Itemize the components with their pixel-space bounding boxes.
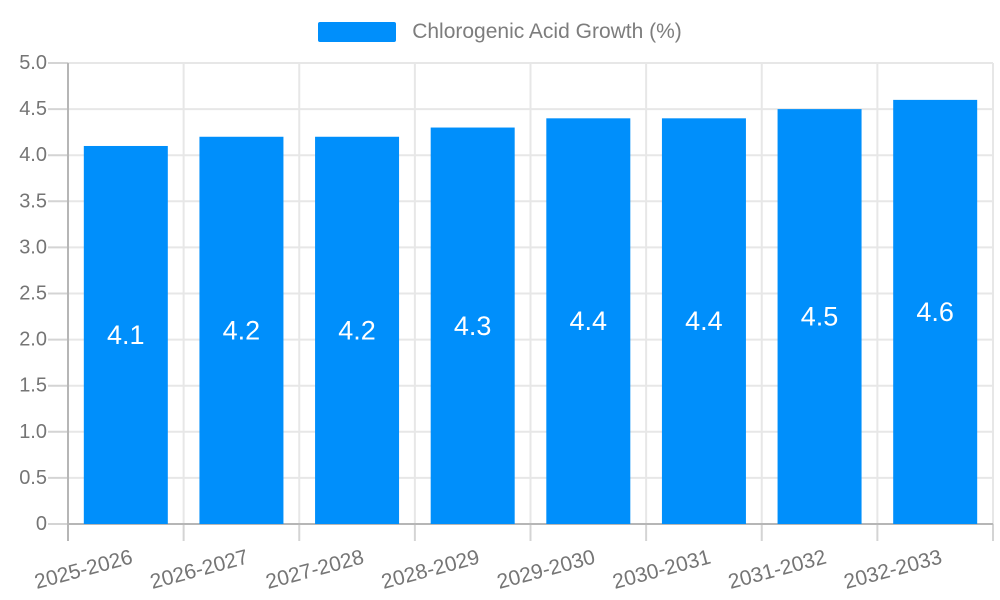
y-axis-tick-label: 3.5: [19, 190, 47, 212]
x-axis-tick-label: 2032-2033: [842, 546, 945, 594]
y-axis-tick-label: 4.5: [19, 98, 47, 120]
bar-value-label: 4.2: [223, 315, 261, 345]
x-axis-tick-label: 2031-2032: [726, 546, 829, 594]
y-axis-tick-label: 1.0: [19, 421, 47, 443]
bar[interactable]: [661, 118, 746, 524]
bar-value-label: 4.1: [107, 320, 145, 350]
x-axis-tick-label: 2029-2030: [495, 546, 598, 594]
bar[interactable]: [777, 109, 862, 524]
legend-color-swatch: [318, 22, 397, 42]
y-axis-tick-label: 0.5: [19, 467, 47, 489]
bar[interactable]: [315, 136, 400, 524]
y-axis-tick-label: 5.0: [19, 52, 47, 74]
bar[interactable]: [893, 99, 978, 524]
x-axis-tick-label: 2027-2028: [263, 546, 366, 594]
y-axis-tick-label: 2.5: [19, 283, 47, 305]
bar-value-label: 4.2: [338, 315, 376, 345]
y-axis-tick-label: 4.0: [19, 144, 47, 166]
y-axis-tick-label: 3.0: [19, 236, 47, 258]
bar-value-label: 4.4: [570, 306, 608, 336]
x-axis-tick-label: 2028-2029: [379, 546, 482, 594]
y-axis-tick-label: 1.5: [19, 375, 47, 397]
bar[interactable]: [546, 118, 631, 524]
x-axis-tick-label: 2030-2031: [610, 546, 713, 594]
legend[interactable]: Chlorogenic Acid Growth (%): [0, 20, 1000, 43]
bar-value-label: 4.5: [801, 302, 839, 332]
bar[interactable]: [199, 136, 284, 524]
bar[interactable]: [430, 127, 515, 524]
bar-value-label: 4.4: [685, 306, 723, 336]
y-axis-tick-label: 2.0: [19, 329, 47, 351]
legend-label: Chlorogenic Acid Growth (%): [412, 20, 682, 43]
bar[interactable]: [83, 145, 168, 525]
bar-value-label: 4.3: [454, 311, 492, 341]
x-axis-tick-label: 2026-2027: [148, 546, 251, 594]
x-axis-tick-label: 2025-2026: [32, 546, 135, 594]
bar-value-label: 4.6: [916, 297, 954, 327]
y-axis-tick-label: 0: [36, 513, 47, 535]
